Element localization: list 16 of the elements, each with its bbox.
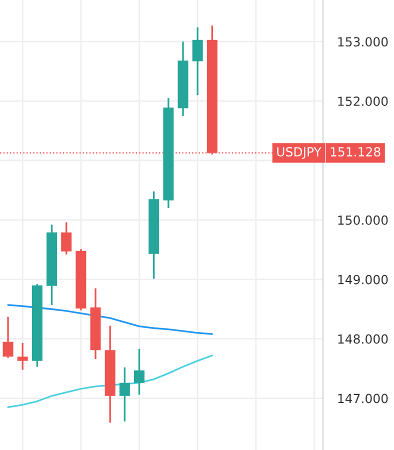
candlestick — [134, 348, 145, 396]
candlestick — [2, 316, 14, 359]
y-tick-label: 150.000 — [338, 215, 388, 225]
y-tick-label: 149.000 — [338, 274, 388, 284]
line-series — [7, 354, 214, 408]
text: 151.128 — [330, 147, 380, 157]
candlestick — [17, 342, 28, 371]
y-tick-label: 152.000 — [338, 96, 388, 106]
candlestick — [61, 221, 72, 256]
ref-line-label: USDJPY — [277, 147, 322, 159]
candlestick — [119, 366, 130, 422]
y-tick-label: 153.000 — [338, 37, 388, 47]
y-tick-label: 148.000 — [338, 334, 388, 344]
y-tick-label: 147.000 — [338, 394, 388, 404]
candlestick — [192, 26, 203, 96]
line-series — [7, 304, 214, 335]
